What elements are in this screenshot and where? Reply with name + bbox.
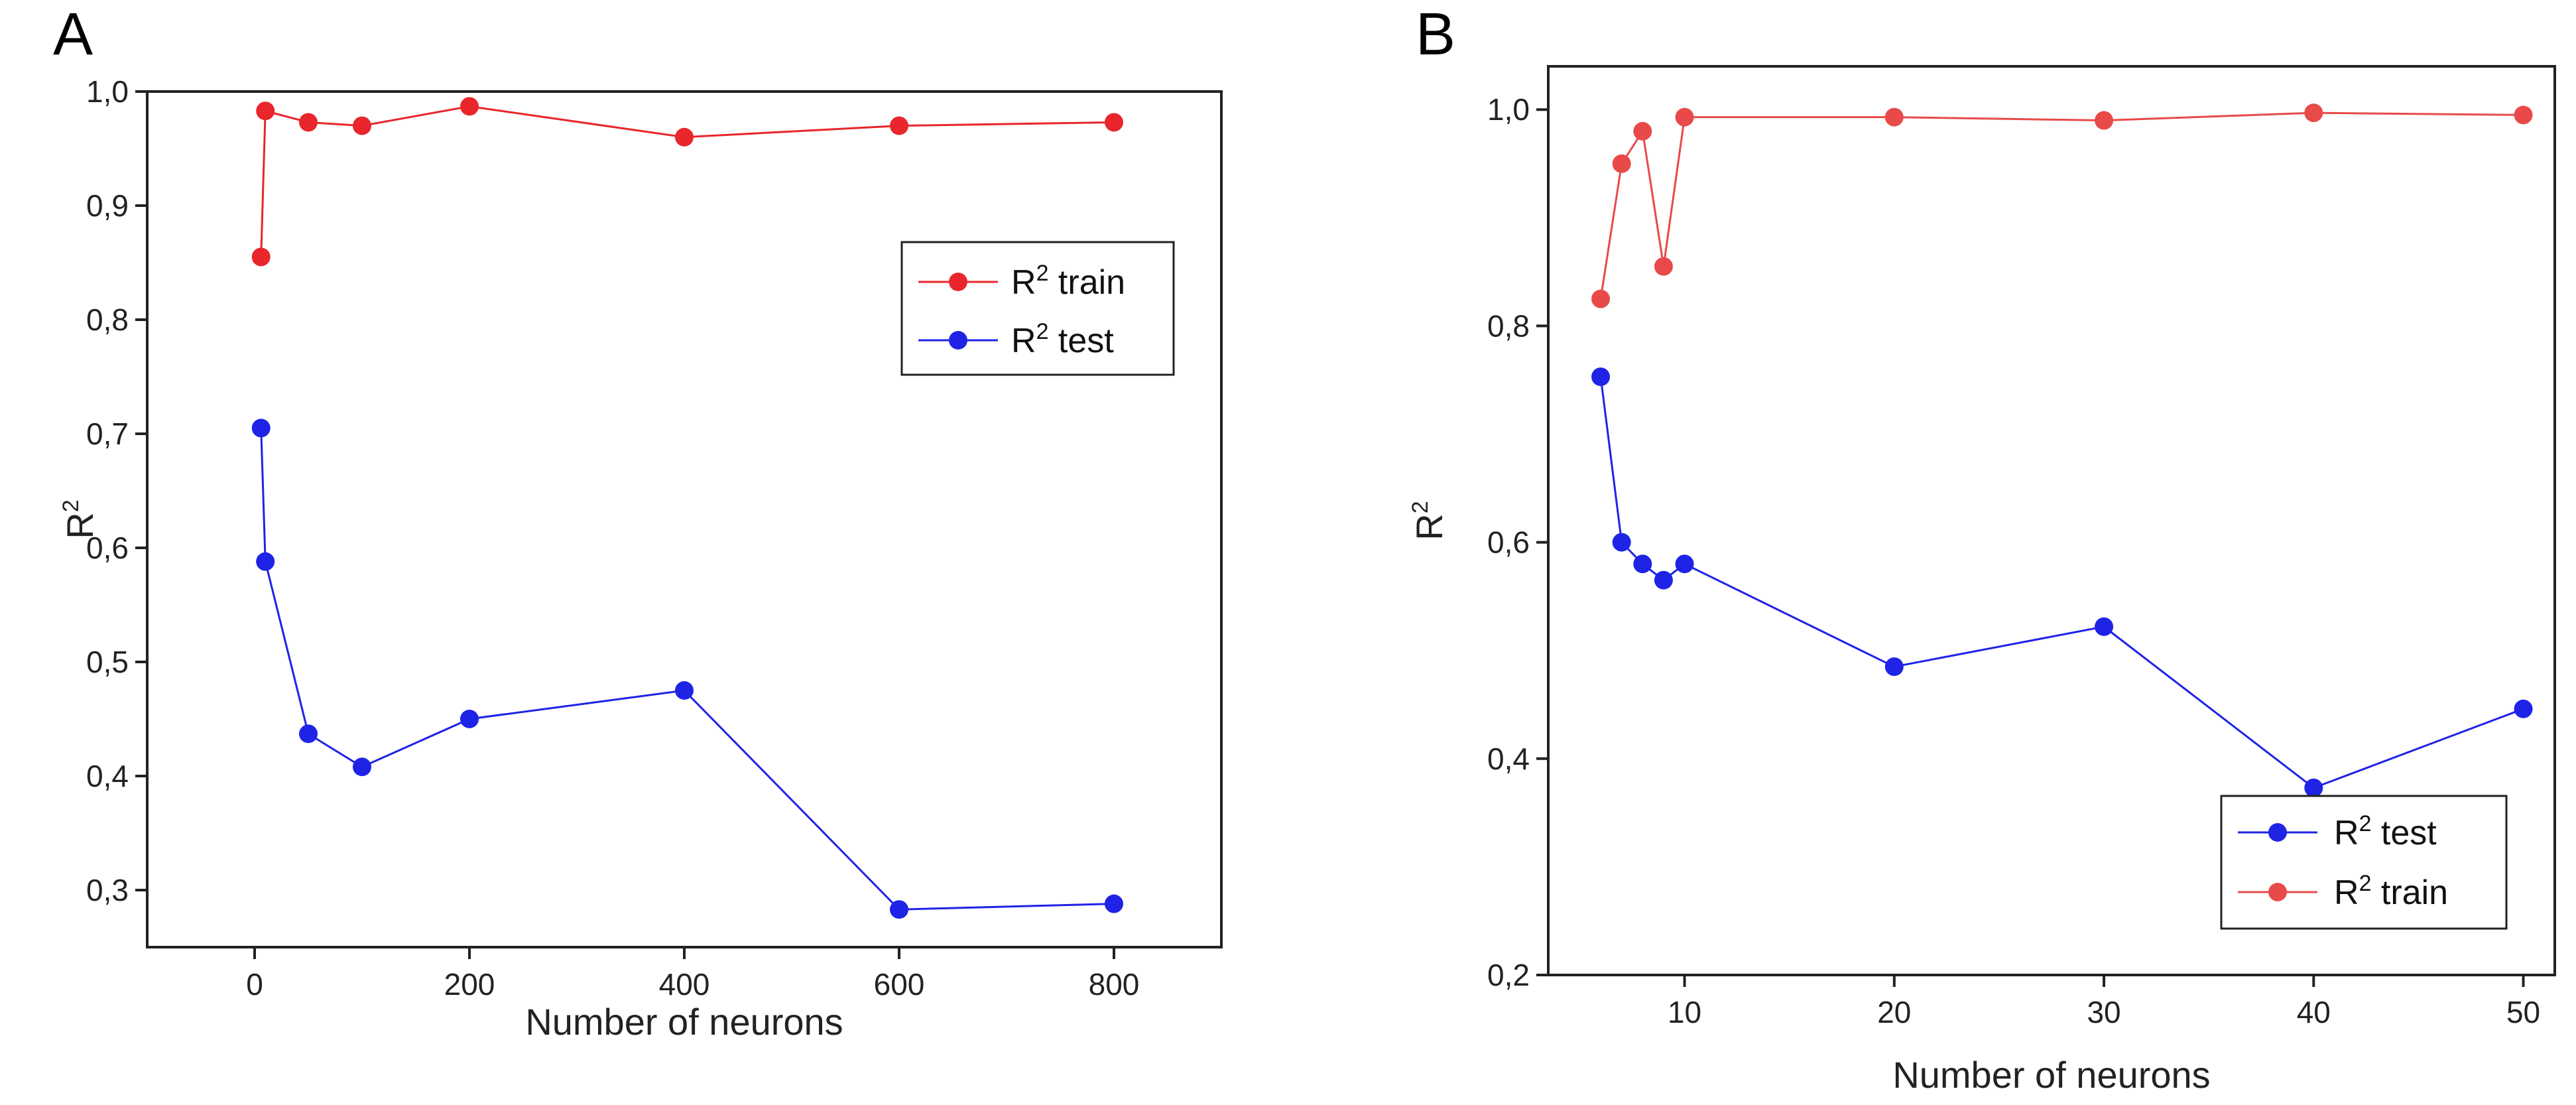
legend-b-train-marker <box>2268 883 2287 901</box>
x-tick-label: 0 <box>246 967 263 1002</box>
data-point-train <box>256 101 275 121</box>
y-tick-label: 0,4 <box>1487 742 1530 776</box>
data-point-test <box>256 552 275 571</box>
x-tick-label: 800 <box>1089 967 1140 1002</box>
data-point-train <box>1105 113 1123 132</box>
data-point-train <box>251 247 271 267</box>
data-point-test <box>353 757 371 777</box>
x-tick-label: 10 <box>1668 995 1701 1029</box>
data-point-train <box>1675 107 1694 127</box>
x-tick-label: 50 <box>2506 995 2540 1029</box>
data-point-test <box>1675 554 1694 574</box>
y-ticks-a: 0,3 0,4 0,5 0,6 0,7 0,8 0,9 1,0 <box>86 74 147 907</box>
data-point-test <box>675 681 694 700</box>
data-point-train <box>2095 111 2114 130</box>
series-line-train <box>1599 111 2524 299</box>
data-point-test <box>1105 894 1123 913</box>
legend-a-test-marker <box>949 331 967 350</box>
y-tick-label: 0,6 <box>86 531 129 565</box>
data-point-train <box>1612 154 1631 173</box>
y-tick-label: 0,5 <box>86 645 129 679</box>
y-axis-title-b: R2 <box>1408 501 1450 540</box>
data-point-test <box>460 710 479 728</box>
data-point-train <box>2304 103 2323 123</box>
legend-b-test-marker <box>2268 823 2287 842</box>
y-tick-label: 0,8 <box>1487 308 1530 343</box>
legend-b-train-label: R2 train <box>2334 871 2448 912</box>
data-point-train <box>460 97 479 116</box>
chart-panel-a: A 0 200 400 600 800 0,3 0,4 0,5 0,6 0,7 0,8 0,9 1,0… <box>53 1 1223 1043</box>
plot-frame-a <box>146 90 1223 948</box>
series-a <box>251 97 1123 919</box>
data-point-test <box>299 724 318 744</box>
data-point-test <box>2095 617 2114 636</box>
legend-box-a <box>900 241 1175 376</box>
data-point-train <box>1884 107 1904 127</box>
y-tick-label: 0,7 <box>86 417 129 451</box>
data-point-train <box>1591 289 1611 308</box>
legend-box-b <box>2220 795 2508 930</box>
y-tick-label: 1,0 <box>1487 92 1530 127</box>
y-tick-label: 0,2 <box>1487 958 1530 992</box>
x-tick-label: 200 <box>444 967 495 1002</box>
x-ticks-b: 10 20 30 40 50 <box>1668 975 2540 1029</box>
data-point-train <box>353 116 371 135</box>
x-axis-title-b: Number of neurons <box>1892 1054 2210 1096</box>
data-point-test <box>251 419 271 438</box>
y-axis-title-a: R2 <box>58 499 101 539</box>
legend-b-test-label: R2 test <box>2334 811 2437 852</box>
x-tick-label: 400 <box>659 967 710 1002</box>
legend-a-test-label: R2 test <box>1011 319 1114 360</box>
chart-panel-b: B 10 20 30 40 50 0,2 0,4 0,6 0,8 1,0 Number of n… <box>1408 1 2556 1096</box>
panel-letter-a: A <box>53 1 93 68</box>
x-tick-label: 600 <box>874 967 925 1002</box>
x-tick-label: 20 <box>1877 995 1911 1029</box>
series-line-test <box>1599 376 2524 789</box>
x-tick-label: 40 <box>2297 995 2331 1029</box>
series-b <box>1591 103 2533 797</box>
data-point-train <box>1654 257 1673 276</box>
y-tick-label: 0,8 <box>86 302 129 337</box>
data-point-test <box>1591 367 1611 387</box>
data-point-train <box>299 113 318 132</box>
x-axis-title-a: Number of neurons <box>525 1001 843 1043</box>
x-ticks-a: 0 200 400 600 800 <box>246 947 1139 1002</box>
data-point-test <box>1612 533 1631 552</box>
legend-a: R2 train R2 test <box>900 241 1175 376</box>
data-point-test <box>1654 570 1673 590</box>
series-line-test <box>260 428 1115 911</box>
y-tick-label: 0,9 <box>86 188 129 223</box>
x-tick-label: 30 <box>2087 995 2120 1029</box>
legend-a-train-label: R2 train <box>1011 261 1125 302</box>
data-point-train <box>2514 105 2533 125</box>
data-point-test <box>890 900 908 919</box>
y-tick-label: 0,3 <box>86 873 129 907</box>
legend-b: R2 test R2 train <box>2220 795 2508 930</box>
data-point-test <box>1884 657 1904 677</box>
data-point-train <box>890 116 908 135</box>
data-point-test <box>2514 699 2533 718</box>
y-tick-label: 0,4 <box>86 759 129 793</box>
data-point-train <box>1633 121 1652 141</box>
y-tick-label: 0,6 <box>1487 525 1530 560</box>
data-point-test <box>2304 778 2323 797</box>
y-tick-label: 1,0 <box>86 74 129 109</box>
panel-letter-b: B <box>1416 1 1455 68</box>
legend-a-train-marker <box>949 273 967 291</box>
plot-frame-b <box>1547 65 2556 976</box>
data-point-train <box>675 127 694 147</box>
y-ticks-b: 0,2 0,4 0,6 0,8 1,0 <box>1487 92 1548 992</box>
data-point-test <box>1633 554 1652 574</box>
